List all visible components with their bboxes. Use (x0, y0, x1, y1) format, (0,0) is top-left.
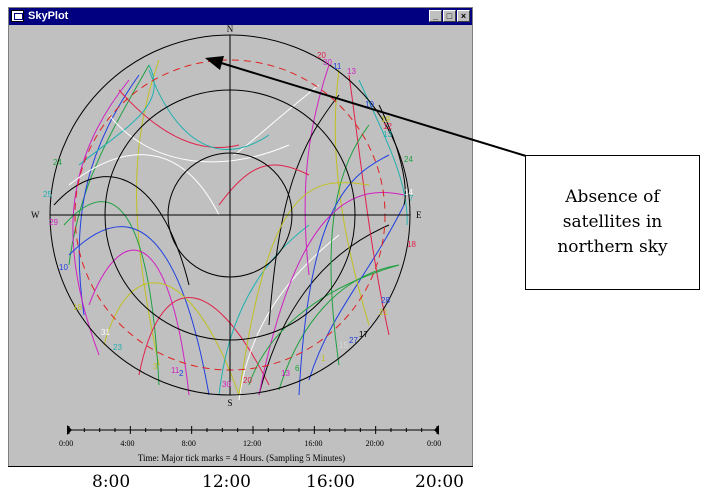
satellite-label: 10 (59, 263, 68, 272)
satellite-label: 30 (222, 380, 231, 389)
satellite-label: 16 (73, 303, 82, 312)
timeline-tick-label: 20:00 (365, 439, 384, 448)
satellite-track (218, 224, 310, 396)
satellite-label: 20 (317, 51, 326, 60)
app-icon (11, 10, 24, 22)
bottom-axis-line (8, 466, 473, 467)
bottom-time-label: 12:00 (202, 472, 251, 492)
satellite-label: 21 (379, 308, 388, 317)
satellite-track (78, 64, 155, 166)
satellite-label: 15 (339, 341, 348, 350)
satellite-track (103, 282, 240, 396)
satellite-label: 24 (53, 158, 62, 167)
satellite-label: 13 (383, 130, 392, 139)
satellite-track (88, 249, 190, 396)
satellite-label: 18 (407, 240, 416, 249)
timeline-tick-label: 8:00 (181, 439, 196, 448)
compass-south: S (227, 398, 232, 408)
satellite-track (268, 94, 340, 326)
skyplot-window: SkyPlot _ □ × N S E W 20 30 11 13 10 24 25 29 10… (8, 7, 473, 467)
compass-west: W (31, 210, 40, 220)
satellite-label: 11 (171, 366, 180, 375)
callout-text: Absence of satellites in northern sky (557, 187, 668, 257)
satellite-label: 3 (153, 362, 158, 371)
timeline-tick-label: 4:00 (120, 439, 135, 448)
satellite-track (278, 264, 400, 391)
close-button[interactable]: × (457, 10, 470, 22)
satellite-track (68, 226, 210, 396)
maximize-button[interactable]: □ (443, 10, 456, 22)
satellite-track (53, 176, 190, 286)
bottom-time-label: 16:00 (306, 472, 355, 492)
compass-north: N (227, 25, 234, 34)
timeline-tick-label: 0:00 (59, 439, 74, 448)
timeline-tick-label: 0:00 (427, 439, 442, 448)
compass-east: E (416, 210, 422, 220)
satellite-track (298, 154, 390, 396)
timeline-caption: Time: Major tick marks = 4 Hours. (Sampl… (137, 453, 346, 463)
satellite-track (248, 264, 400, 386)
minimize-button[interactable]: _ (429, 10, 442, 22)
satellite-track (148, 69, 270, 150)
satellite-label: 31 (101, 328, 110, 337)
satellite-label: 30 (323, 58, 332, 67)
satellite-track (72, 79, 130, 356)
satellite-label: 14 (404, 188, 413, 197)
timeline-tick-label: 12:00 (243, 439, 262, 448)
satellite-label: 28 (381, 296, 390, 305)
satellite-label: 23 (113, 343, 122, 352)
satellite-track (238, 182, 370, 396)
satellite-label: 20 (243, 376, 252, 385)
satellite-label: 29 (49, 218, 58, 227)
satellite-label: 17 (359, 330, 368, 339)
satellite-label: 1 (321, 354, 326, 363)
satellite-track (136, 59, 160, 366)
satellite-label: 24 (404, 155, 413, 164)
satellite-label: 27 (349, 336, 358, 345)
satellite-track (68, 154, 220, 216)
satellite-label: 11 (333, 62, 342, 71)
satellite-label: 2 (179, 369, 184, 378)
annotation-callout: Absence of satellites in northern sky (525, 155, 700, 290)
satellite-label: 6 (295, 364, 300, 373)
satellite-track (308, 204, 405, 381)
bottom-time-label: 20:00 (415, 472, 464, 492)
bottom-time-label: 8:00 (92, 472, 131, 492)
satellite-label: 7 (409, 194, 414, 203)
satellite-label: 10 (365, 100, 374, 109)
timeline-tick-label: 16:00 (304, 439, 323, 448)
satellite-track (63, 201, 160, 386)
window-title: SkyPlot (28, 10, 69, 22)
satellite-track (218, 164, 310, 206)
satellite-label: 13 (281, 369, 290, 378)
satellite-track (238, 234, 340, 401)
timeline-ticks (68, 426, 438, 434)
satellite-track (258, 191, 405, 396)
satellite-label: 13 (347, 67, 356, 76)
satellite-track (233, 84, 320, 156)
satellite-track (78, 74, 140, 316)
satellite-track (258, 224, 390, 396)
title-bar[interactable]: SkyPlot _ □ × (9, 8, 472, 25)
satellite-label: 25 (43, 190, 52, 199)
satellite-track (68, 64, 150, 266)
